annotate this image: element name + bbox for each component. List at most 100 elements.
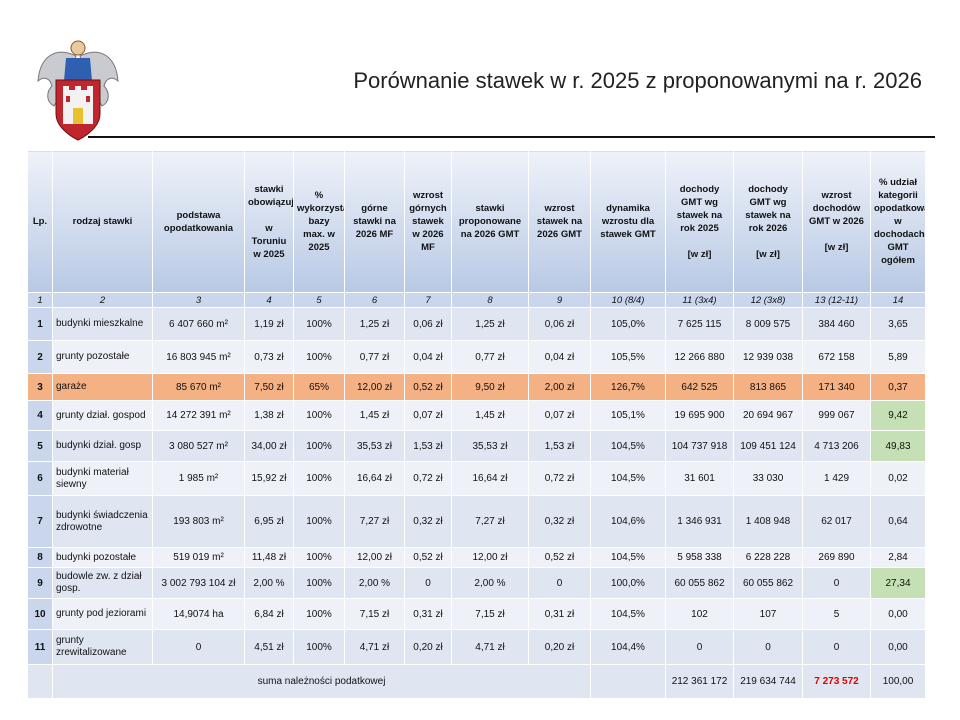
column-number: 7 (404, 292, 452, 308)
row-number: 1 (27, 307, 53, 341)
cell: 104,5% (590, 598, 666, 630)
cell: 7,15 zł (451, 598, 529, 630)
header-text: stawki proponowane na 2026 GMT (458, 203, 522, 240)
sum-cell: 7 273 572 (802, 664, 871, 699)
cell: 0,32 zł (528, 495, 591, 548)
row-number: 11 (27, 629, 53, 665)
cell: 5,89 (870, 340, 926, 374)
header-text: podstawa opodatkowania (163, 209, 234, 234)
cell: 0,04 zł (404, 340, 452, 374)
cell: 15,92 zł (244, 461, 294, 496)
column-number: 9 (528, 292, 591, 308)
table-row: 10 grunty pod jeziorami 14,9074 ha 6,84 zł 1… (27, 598, 926, 630)
cell: 519 019 m² (152, 547, 245, 568)
cell: 126,7% (590, 373, 666, 401)
header-text: wzrost dochodów GMT w 2026 (809, 190, 864, 227)
cell: 100% (293, 629, 345, 665)
header-cell: dynamika wzrostu dla stawek GMT (590, 150, 666, 293)
column-number: 13 (12-11) (802, 292, 871, 308)
cell: 1,53 zł (528, 430, 591, 462)
header-cell: stawki proponowane na 2026 GMT (451, 150, 529, 293)
row-name: budynki świadczenia zdrowotne (52, 495, 153, 548)
cell: 60 055 862 (733, 567, 803, 599)
table-row: 6 budynki materiał siewny 1 985 m² 15,92 zł… (27, 461, 926, 496)
row-name: budynki materiał siewny (52, 461, 153, 496)
cell: 6 228 228 (733, 547, 803, 568)
cell: 31 601 (665, 461, 734, 496)
cell: 0,52 zł (528, 547, 591, 568)
cell: 0,02 (870, 461, 926, 496)
cell: 7,50 zł (244, 373, 294, 401)
row-name: budynki dział. gosp (52, 430, 153, 462)
sum-cell: 212 361 172 (665, 664, 734, 699)
cell: 16,64 zł (344, 461, 405, 496)
header-cell: rodzaj stawki (52, 150, 153, 293)
header-cell: % wykorzystania bazy max. w 2025 (293, 150, 345, 293)
cell: 672 158 (802, 340, 871, 374)
cell: 5 958 338 (665, 547, 734, 568)
header-cell: wzrost górnych stawek w 2026 MF (404, 150, 452, 293)
cell: 1 408 948 (733, 495, 803, 548)
cell: 100,0% (590, 567, 666, 599)
title-underline (88, 136, 935, 138)
cell: 171 340 (802, 373, 871, 401)
header-text: wzrost stawek na 2026 GMT (536, 203, 583, 240)
cell: 100% (293, 547, 345, 568)
cell: 813 865 (733, 373, 803, 401)
table-row: 4 grunty dział. gospod 14 272 391 m² 1,38 z… (27, 400, 926, 431)
table-row: 2 grunty pozostałe 16 803 945 m² 0,73 zł 100… (27, 340, 926, 374)
cell: 14,9074 ha (152, 598, 245, 630)
cell: 35,53 zł (344, 430, 405, 462)
cell: 0,31 zł (528, 598, 591, 630)
cell: 100% (293, 340, 345, 374)
cell: 1,25 zł (344, 307, 405, 341)
header-text: dynamika wzrostu dla stawek GMT (600, 203, 656, 240)
column-number: 2 (52, 292, 153, 308)
cell: 105,0% (590, 307, 666, 341)
row-name: grunty zrewitalizowane (52, 629, 153, 665)
cell: 104,5% (590, 430, 666, 462)
cell: 2,84 (870, 547, 926, 568)
row-name: grunty pod jeziorami (52, 598, 153, 630)
header-cell: dochody GMT wg stawek na rok 2025 [w zł] (665, 150, 734, 293)
header-row: Lp. rodzaj stawki podstawa opodatkowania st… (27, 150, 926, 293)
cell: 0,20 zł (404, 629, 452, 665)
cell: 642 525 (665, 373, 734, 401)
cell: 0 (665, 629, 734, 665)
cell: 7 625 115 (665, 307, 734, 341)
cell: 0,32 zł (404, 495, 452, 548)
cell: 1 346 931 (665, 495, 734, 548)
header-text: % udział kategorii opodatkowania w docho… (874, 177, 925, 266)
cell: 0,77 zł (344, 340, 405, 374)
cell: 12 266 880 (665, 340, 734, 374)
header-cell: podstawa opodatkowania (152, 150, 245, 293)
cell: 8 009 575 (733, 307, 803, 341)
cell: 0,31 zł (404, 598, 452, 630)
header-text: [w zł] (756, 248, 780, 260)
cell: 0,52 zł (404, 373, 452, 401)
cell: 0,06 zł (404, 307, 452, 341)
header-text: w Toruniu w 2025 (251, 222, 287, 260)
row-number: 10 (27, 598, 53, 630)
cell: 0 (802, 629, 871, 665)
cell: 105,1% (590, 400, 666, 431)
table-row: 3 garaże 85 670 m² 7,50 zł 65% 12,00 zł 0,52 z… (27, 373, 926, 401)
cell: 1,53 zł (404, 430, 452, 462)
cell: 0,00 (870, 598, 926, 630)
header-text: dochody GMT wg stawek na rok 2025 (676, 183, 723, 234)
cell: 104 737 918 (665, 430, 734, 462)
cell: 49,83 (870, 430, 926, 462)
cell: 27,34 (870, 567, 926, 599)
cell: 1,19 zł (244, 307, 294, 341)
column-number: 10 (8/4) (590, 292, 666, 308)
cell: 0,04 zł (528, 340, 591, 374)
cell: 0,77 zł (451, 340, 529, 374)
cell: 105,5% (590, 340, 666, 374)
header-cell: wzrost stawek na 2026 GMT (528, 150, 591, 293)
cell: 999 067 (802, 400, 871, 431)
city-crest (37, 40, 119, 141)
cell: 100% (293, 567, 345, 599)
cell: 0,72 zł (528, 461, 591, 496)
cell: 104,4% (590, 629, 666, 665)
row-number: 4 (27, 400, 53, 431)
